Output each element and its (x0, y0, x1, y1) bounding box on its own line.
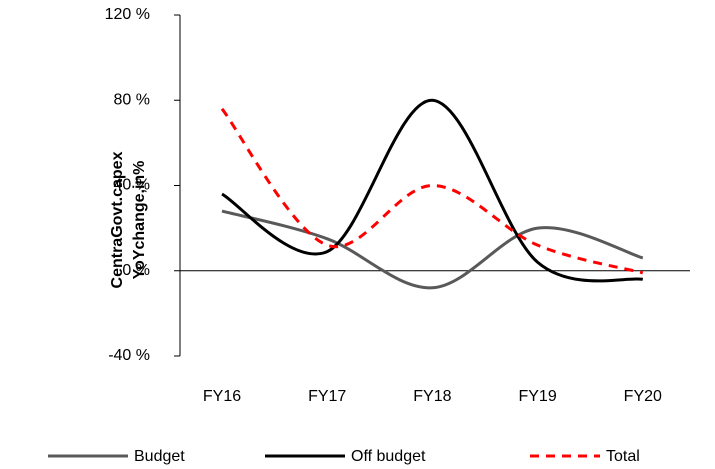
y-tick-label: 40 % (114, 177, 150, 194)
series-line (221, 98, 644, 283)
y-axis-label: CentraGovt.capex (109, 151, 126, 288)
x-tick-label: FY19 (518, 388, 556, 405)
x-tick-label: FY18 (413, 388, 451, 405)
legend-label: Budget (134, 448, 185, 465)
y-tick-label: 80 % (114, 91, 150, 108)
x-tick-label: FY20 (624, 388, 662, 405)
x-tick-label: FY17 (308, 388, 346, 405)
legend-label: Total (606, 448, 640, 465)
series-line (221, 209, 644, 290)
legend-label: Off budget (351, 448, 426, 465)
y-tick-label: 120 % (105, 6, 150, 23)
y-tick-label: -40 % (108, 347, 150, 364)
y-axis-label: YoYchange,in% (131, 161, 148, 280)
series-line (220, 107, 644, 275)
y-tick-label: 0 % (122, 262, 150, 279)
x-tick-label: FY16 (203, 388, 241, 405)
